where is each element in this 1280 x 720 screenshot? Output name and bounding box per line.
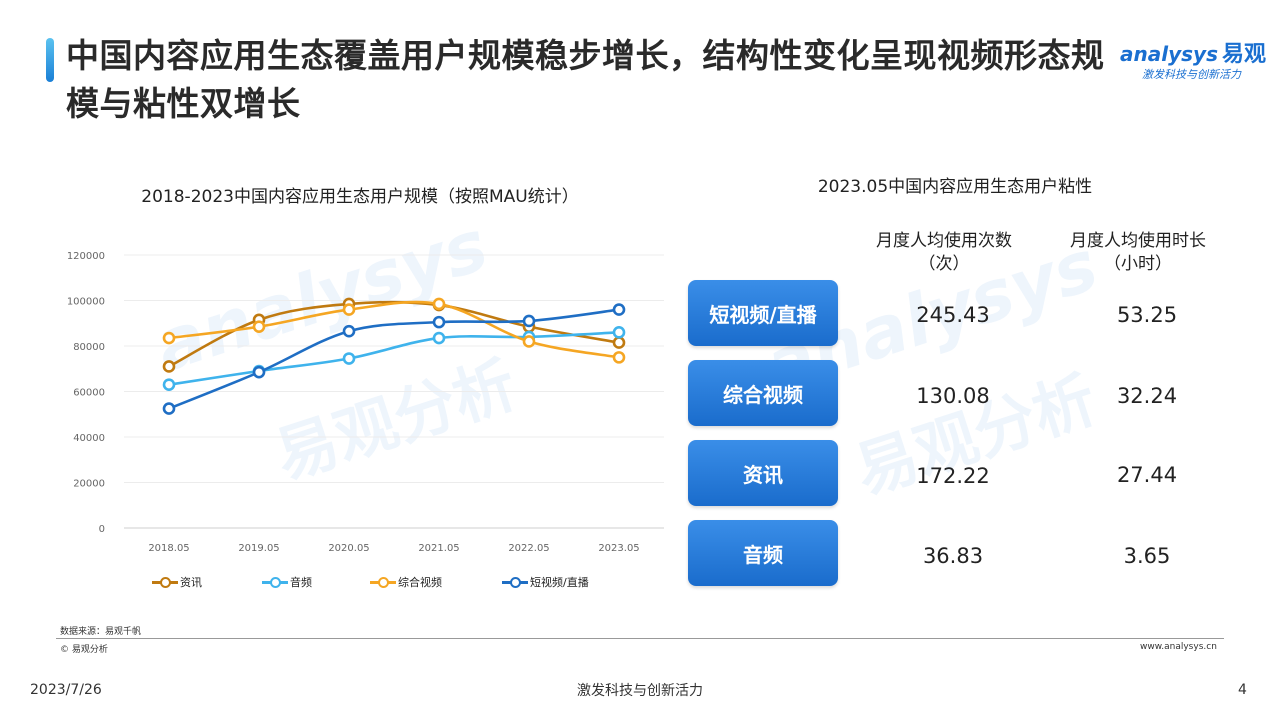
hours-value: 32.24 (1116, 384, 1178, 408)
y-tick-label: 100000 (67, 297, 105, 308)
legend-item-短视频直播: 短视频/直播 (502, 572, 589, 592)
legend-item-综合视频: 综合视频 (370, 572, 442, 592)
data-point-音频 (432, 331, 446, 345)
data-point-综合视频 (612, 351, 626, 364)
category-短视频直播: 短视频/直播 (688, 280, 838, 346)
data-point-短视频/直播 (612, 303, 626, 316)
x-tick-label: 2021.05 (418, 543, 459, 554)
data-point-资讯 (612, 336, 626, 349)
data-point-综合视频 (522, 335, 536, 348)
legend-label: 短视频/直播 (530, 576, 589, 589)
data-point-短视频/直播 (252, 365, 266, 379)
y-tick-label: 60000 (73, 388, 105, 399)
x-tick-label: 2018.05 (148, 543, 189, 554)
logo-wordmark: analysys 易观 (1120, 42, 1266, 67)
data-point-音频 (162, 378, 176, 391)
legend-swatch (152, 576, 178, 588)
data-point-短视频/直播 (432, 315, 446, 329)
website-link[interactable]: www.analysys.cn (1140, 642, 1217, 652)
category-音频: 音频 (688, 520, 838, 586)
category-资讯: 资讯 (688, 440, 838, 506)
data-point-综合视频 (162, 331, 176, 345)
y-tick-label: 20000 (73, 479, 105, 490)
category-综合视频: 综合视频 (688, 360, 838, 426)
data-point-综合视频 (342, 303, 356, 316)
chart-title: 2018-2023中国内容应用生态用户规模（按照MAU统计） (141, 187, 579, 207)
count-value: 172.22 (916, 464, 990, 488)
data-point-资讯 (162, 360, 176, 373)
y-tick-label: 80000 (73, 342, 105, 353)
legend-item-音频: 音频 (262, 572, 312, 592)
x-tick-label: 2019.05 (238, 543, 279, 554)
line-chart: 0 20000 40000 60000 80000 100000 120000 2018.05… (67, 251, 664, 554)
legend-label: 音频 (290, 576, 312, 589)
series-line-短视频/直播 (168, 308, 620, 410)
data-source: 数据来源：易观千帆 (60, 627, 142, 637)
data-point-综合视频 (432, 297, 446, 311)
data-point-音频 (342, 352, 356, 365)
legend-item-资讯: 资讯 (152, 572, 202, 592)
y-tick-label: 0 (99, 524, 105, 535)
count-value: 130.08 (916, 384, 990, 408)
legend-swatch (370, 576, 396, 588)
series-line-资讯 (168, 300, 620, 368)
data-point-短视频/直播 (162, 402, 176, 415)
y-tick-label: 40000 (73, 433, 105, 444)
hours-value: 27.44 (1116, 463, 1178, 487)
title-accent-bar (46, 38, 54, 82)
footer-slogan: 激发科技与创新活力 (577, 683, 703, 699)
col-header-hours: 月度人均使用时长 （小时） (1070, 231, 1206, 274)
data-point-短视频/直播 (342, 324, 356, 338)
copyright: © 易观分析 (60, 645, 108, 655)
brand-logo: analysys 易观 激发科技与创新活力 (1120, 36, 1266, 86)
x-tick-label: 2022.05 (508, 543, 549, 554)
legend-label: 资讯 (180, 576, 202, 589)
data-point-综合视频 (252, 320, 266, 333)
y-tick-label: 120000 (67, 251, 105, 262)
footer-divider (56, 638, 1224, 639)
series-line-综合视频 (168, 300, 620, 359)
page-number: 4 (1238, 682, 1247, 698)
legend-swatch (262, 576, 288, 588)
hours-value: 3.65 (1123, 544, 1171, 568)
col-header-count: 月度人均使用次数 （次） (876, 231, 1012, 274)
legend-swatch (502, 576, 528, 588)
count-value: 245.43 (916, 303, 990, 327)
data-point-音频 (612, 326, 626, 339)
x-tick-label: 2023.05 (598, 543, 639, 554)
series-line-音频 (168, 331, 620, 386)
count-value: 36.83 (922, 544, 984, 568)
stickiness-title: 2023.05中国内容应用生态用户粘性 (817, 177, 1093, 197)
data-point-短视频/直播 (522, 314, 536, 328)
logo-slogan: 激发科技与创新活力 (1142, 68, 1241, 81)
footer-date: 2023/7/26 (30, 682, 102, 698)
hours-value: 53.25 (1116, 303, 1178, 327)
legend-label: 综合视频 (398, 576, 442, 589)
page-title: 中国内容应用生态覆盖用户规模稳步增长，结构性变化呈现视频形态规模与粘性双增长 (66, 36, 1105, 123)
x-tick-label: 2020.05 (328, 543, 369, 554)
